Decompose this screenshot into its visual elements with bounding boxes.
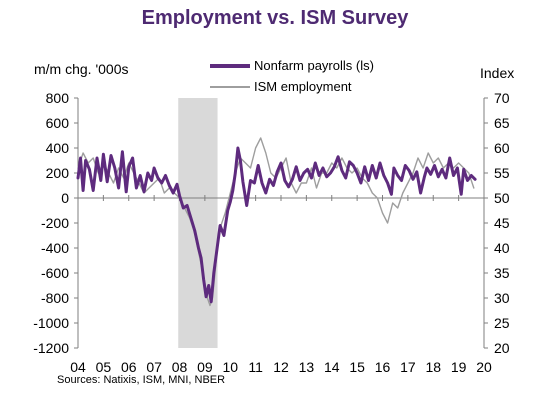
left-tick-label: 400 — [46, 140, 70, 156]
left-tick-label: 600 — [46, 115, 70, 131]
left-tick-label: -200 — [41, 215, 69, 231]
left-tick-label: -400 — [41, 240, 69, 256]
legend-item-payrolls: Nonfarm payrolls (ls) — [210, 55, 374, 76]
right-tick-label: 55 — [494, 165, 510, 181]
legend-swatch-payrolls — [210, 63, 250, 68]
x-tick-label: 07 — [146, 359, 162, 375]
series-line-ism-employment — [77, 137, 475, 307]
x-tick-label: 10 — [222, 359, 238, 375]
x-tick-label: 08 — [172, 359, 188, 375]
legend-label-ism: ISM employment — [254, 79, 352, 94]
right-axis-label: Index — [480, 65, 515, 81]
x-tick-label: 06 — [121, 359, 137, 375]
x-tick-label: 12 — [273, 359, 289, 375]
left-axis-label: m/m chg. '000s — [34, 61, 129, 77]
left-tick-label: -1200 — [33, 340, 69, 356]
left-tick-label: 200 — [46, 165, 70, 181]
left-tick-label: 800 — [46, 90, 70, 106]
right-tick-label: 35 — [494, 265, 510, 281]
chart-title: Employment vs. ISM Survey — [141, 7, 409, 29]
right-tick-label: 20 — [494, 340, 510, 356]
left-tick-label: -800 — [41, 290, 69, 306]
x-tick-label: 20 — [476, 359, 492, 375]
legend-item-ism: ISM employment — [210, 76, 374, 97]
right-tick-label: 60 — [494, 140, 510, 156]
series-line-nonfarm-payrolls — [76, 146, 477, 304]
legend-swatch-ism — [210, 85, 250, 88]
right-tick-label: 70 — [494, 90, 510, 106]
left-tick-label: -600 — [41, 265, 69, 281]
recession-band — [178, 98, 218, 348]
x-tick-label: 09 — [197, 359, 213, 375]
x-tick-label: 04 — [70, 359, 86, 375]
x-tick-label: 11 — [248, 359, 263, 375]
right-tick-label: 30 — [494, 290, 510, 306]
source-note: Sources: Natixis, ISM, MNI, NBER — [57, 374, 226, 386]
legend: Nonfarm payrolls (ls) ISM employment — [210, 55, 374, 97]
x-tick-label: 17 — [400, 359, 416, 375]
x-tick-label: 15 — [349, 359, 365, 375]
x-tick-label: 18 — [425, 359, 441, 375]
right-tick-label: 45 — [494, 215, 510, 231]
left-tick-label: -1000 — [33, 315, 69, 331]
right-tick-label: 25 — [494, 315, 510, 331]
x-tick-label: 05 — [96, 359, 112, 375]
right-tick-label: 65 — [494, 115, 510, 131]
right-tick-label: 50 — [494, 190, 510, 206]
x-tick-label: 19 — [451, 359, 467, 375]
right-tick-label: 40 — [494, 240, 510, 256]
x-tick-label: 13 — [299, 359, 315, 375]
left-tick-label: 0 — [61, 190, 69, 206]
x-tick-label: 14 — [324, 359, 340, 375]
x-tick-label: 16 — [375, 359, 391, 375]
legend-label-payrolls: Nonfarm payrolls (ls) — [254, 58, 374, 73]
